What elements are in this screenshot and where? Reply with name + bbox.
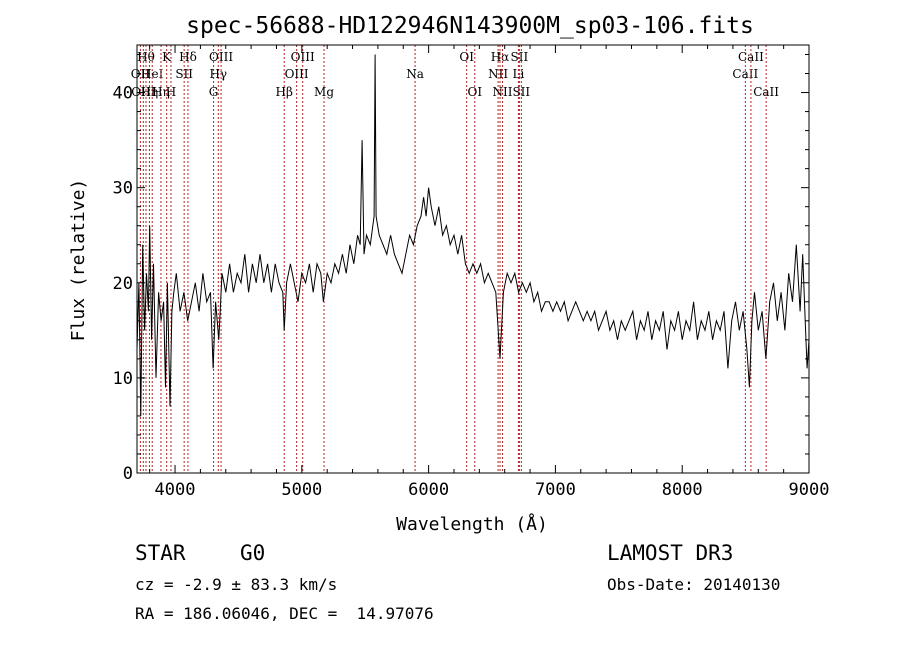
x-axis-label: Wavelength (Å) [396, 513, 548, 535]
spectral-line-label-21: Hα [491, 50, 510, 64]
spectral-line-label-8: SII [175, 67, 193, 81]
x-tick-label-3: 7000 [535, 480, 576, 500]
spectrum-series [136, 54, 810, 416]
spectral-lines-layer: OIIOIIIHθHηHeIHηKHSIIHδGHγOIIIHβOIIIOIII… [131, 45, 779, 473]
spectral-line-label-7: H [166, 85, 176, 99]
x-tick-label-1: 5000 [281, 480, 322, 500]
spectral-line-label-9: Hδ [179, 50, 197, 64]
x-tick-label-0: 4000 [155, 480, 196, 500]
spectral-line-label-26: CaII [732, 67, 758, 81]
spectral-line-label-24: SII [511, 50, 529, 64]
object-subclass: G0 [240, 541, 266, 565]
spectral-line-label-16: Mg [314, 85, 334, 99]
spectral-line-label-23: Li [512, 67, 524, 81]
observation-date: Obs-Date: 20140130 [607, 575, 781, 594]
spectral-line-label-5: Hη [152, 85, 170, 99]
spectral-line-label-6: K [162, 50, 172, 64]
spectral-line-label-17: Na [406, 67, 424, 81]
y-tick-label-4: 40 [113, 84, 133, 104]
spectral-line-label-15: OIII [291, 50, 315, 64]
x-tick-label-5: 9000 [789, 480, 830, 500]
survey-name: LAMOST DR3 [607, 541, 734, 565]
x-tick-label-4: 8000 [662, 480, 703, 500]
spectral-line-label-28: CaII [753, 85, 779, 99]
spectral-line-label-2: Hθ [137, 50, 155, 64]
spectral-line-label-3: Hη [141, 85, 159, 99]
spectral-line-label-12: OIII [209, 50, 233, 64]
spectral-line-label-22: NII [493, 85, 513, 99]
spectral-line-label-18: OI [459, 50, 474, 64]
spectral-line-label-19: OI [467, 85, 482, 99]
spectral-line-label-27: CaII [738, 50, 764, 64]
spectral-line-label-10: G [209, 85, 219, 99]
spectral-line-label-13: Hβ [276, 85, 293, 99]
spectrum-layer [136, 54, 810, 416]
x-tick-label-2: 6000 [408, 480, 449, 500]
y-tick-label-3: 30 [113, 179, 133, 199]
object-class: STAR [135, 541, 186, 565]
y-axis-label: Flux (relative) [68, 179, 89, 342]
spectral-line-label-14: OIII [285, 67, 309, 81]
spectral-line-label-25: SII [512, 85, 530, 99]
redshift-cz: cz = -2.9 ± 83.3 km/s [135, 575, 338, 594]
y-tick-label-1: 10 [113, 369, 133, 389]
axis-ticks-layer: 4000 5000 6000 7000 8000 9000 0 10 20 30 40 [113, 45, 830, 500]
spectral-line-label-20: NII [488, 67, 508, 81]
y-tick-label-2: 20 [113, 274, 133, 294]
chart-title: spec-56688-HD122946N143900M_sp03-106.fit… [186, 13, 754, 39]
coordinates: RA = 186.06046, DEC = 14.97076 [135, 604, 434, 623]
plot-frame [136, 44, 810, 474]
spectral-line-label-4: HeI [141, 67, 164, 81]
spectral-line-label-11: Hγ [209, 67, 227, 81]
y-tick-label-0: 0 [123, 464, 133, 484]
